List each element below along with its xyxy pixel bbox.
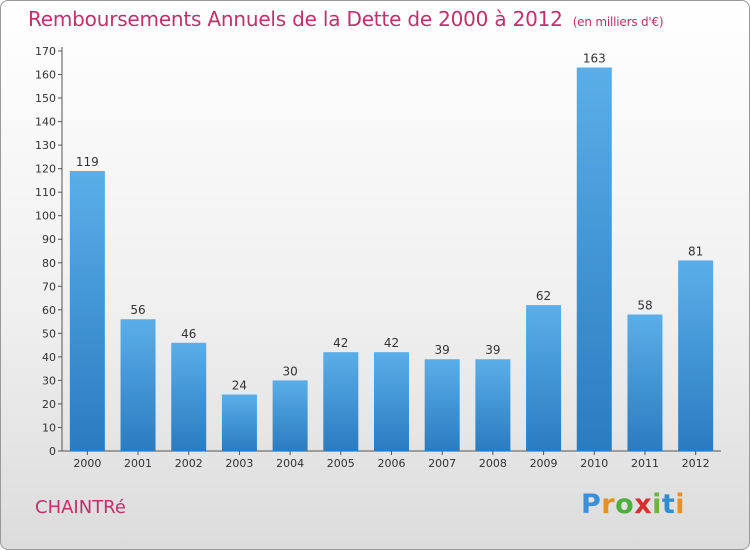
x-tick-label: 2001: [124, 457, 152, 470]
data-label: 58: [637, 299, 652, 313]
y-tick-label: 30: [42, 374, 56, 387]
y-tick-label: 60: [42, 304, 56, 317]
y-tick-label: 0: [49, 445, 56, 458]
bar: [120, 319, 156, 451]
y-tick-label: 150: [35, 92, 56, 105]
data-label: 62: [536, 289, 551, 303]
x-tick-label: 2010: [580, 457, 608, 470]
title-text: Remboursements Annuels de la Dette de 20…: [28, 7, 563, 31]
y-tick-label: 50: [42, 327, 56, 340]
bar: [678, 260, 714, 451]
data-label: 56: [130, 303, 145, 317]
x-tick-label: 2005: [327, 457, 355, 470]
bar: [475, 359, 511, 451]
x-tick-label: 2006: [378, 457, 406, 470]
bars: 119 56 46 24 30 42 42 39 39 62 163 58 81: [69, 51, 714, 452]
bar: [69, 171, 105, 451]
data-label: 81: [688, 244, 703, 258]
x-tick-label: 2008: [479, 457, 507, 470]
data-label: 46: [181, 327, 196, 341]
y-tick-label: 130: [35, 139, 56, 152]
y-axis: 0 10 20 30 40 50 60 70 80 90 100 110 120 130 140 150 160…: [35, 45, 63, 458]
x-axis: 2000 2001 2002 2003 2004 2005 2006 2007 2008 2009…: [62, 450, 721, 470]
x-tick-label: 2002: [175, 457, 203, 470]
bar: [576, 67, 612, 452]
y-tick-label: 20: [42, 398, 56, 411]
bar: [221, 394, 257, 451]
x-tick-label: 2000: [73, 457, 101, 470]
y-tick-label: 80: [42, 257, 56, 270]
y-tick-label: 110: [35, 186, 56, 199]
y-tick-label: 40: [42, 351, 56, 364]
data-label: 39: [435, 343, 450, 357]
data-label: 24: [232, 379, 247, 393]
y-tick-label: 70: [42, 280, 56, 293]
y-tick-label: 120: [35, 163, 56, 176]
x-tick-label: 2003: [225, 457, 253, 470]
x-tick-label: 2012: [682, 457, 710, 470]
bar: [323, 352, 359, 451]
x-tick-label: 2011: [631, 457, 659, 470]
bar: [272, 380, 308, 451]
chart-title: Remboursements Annuels de la Dette de 20…: [28, 7, 664, 31]
bar: [171, 342, 207, 451]
y-tick-label: 160: [35, 69, 56, 82]
commune-name: CHAINTRé: [35, 497, 126, 518]
x-tick-label: 2009: [530, 457, 558, 470]
bar: [627, 314, 663, 451]
y-tick-label: 170: [35, 45, 56, 58]
data-label: 39: [485, 343, 500, 357]
data-label: 42: [384, 336, 399, 350]
y-tick-label: 90: [42, 233, 56, 246]
data-label: 30: [282, 364, 297, 378]
y-tick-label: 140: [35, 116, 56, 129]
x-tick-label: 2007: [428, 457, 456, 470]
bar: [526, 305, 562, 451]
proxiti-logo: Proxiti: [581, 489, 686, 520]
y-tick-label: 10: [42, 421, 56, 434]
x-tick-label: 2004: [276, 457, 304, 470]
data-label: 42: [333, 336, 348, 350]
bar: [374, 352, 409, 451]
title-unit: (en milliers d'€): [572, 15, 664, 29]
bar: [424, 359, 460, 451]
y-tick-label: 100: [35, 210, 56, 223]
data-label: 119: [76, 155, 99, 169]
data-label: 163: [583, 51, 606, 65]
